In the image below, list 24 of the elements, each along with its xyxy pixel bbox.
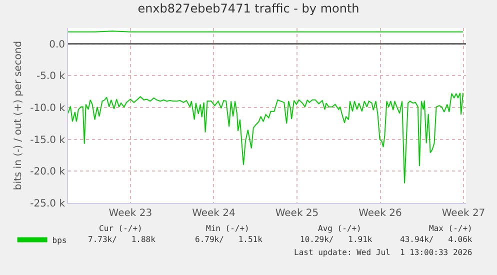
x-tick-label: Week 23 [108,208,152,219]
text: 10.29k/ 1.91k [300,235,372,244]
y-axis-title: bits in (-) / out (+) per second [13,40,24,190]
y-tick-label: -10.0 k [30,103,66,114]
y-tick-label: 0.0 [49,39,65,50]
chart-title: enxb827ebeb7471 traffic - by month [138,1,360,16]
text: 6.79k/ 1.51k [195,235,263,244]
text: Cur (-/+) [99,224,142,233]
text: 43.94k/ 4.06k [400,235,472,244]
text: Max (-/+) [429,224,472,233]
line-series [68,92,464,184]
text: Avg (-/+) [318,224,362,233]
y-tick-label: -20.0 k [30,166,66,178]
x-tick-label: Week 27 [442,208,486,219]
y-tick-label: -25.0 k [30,198,66,210]
x-tick-label: Week 25 [275,208,319,219]
x-tick-label: Week 26 [358,208,402,219]
text: Last update: Wed Jul 1 13:00:33 2026 [294,248,472,257]
y-tick-label: -15.0 k [30,134,66,146]
legend-label: bps [52,236,67,245]
text: Min (-/+) [206,224,250,233]
x-tick-label: Week 24 [192,208,236,219]
text: 7.73k/ 1.88k [88,235,156,244]
y-tick-label: -5.0 k [36,71,66,82]
